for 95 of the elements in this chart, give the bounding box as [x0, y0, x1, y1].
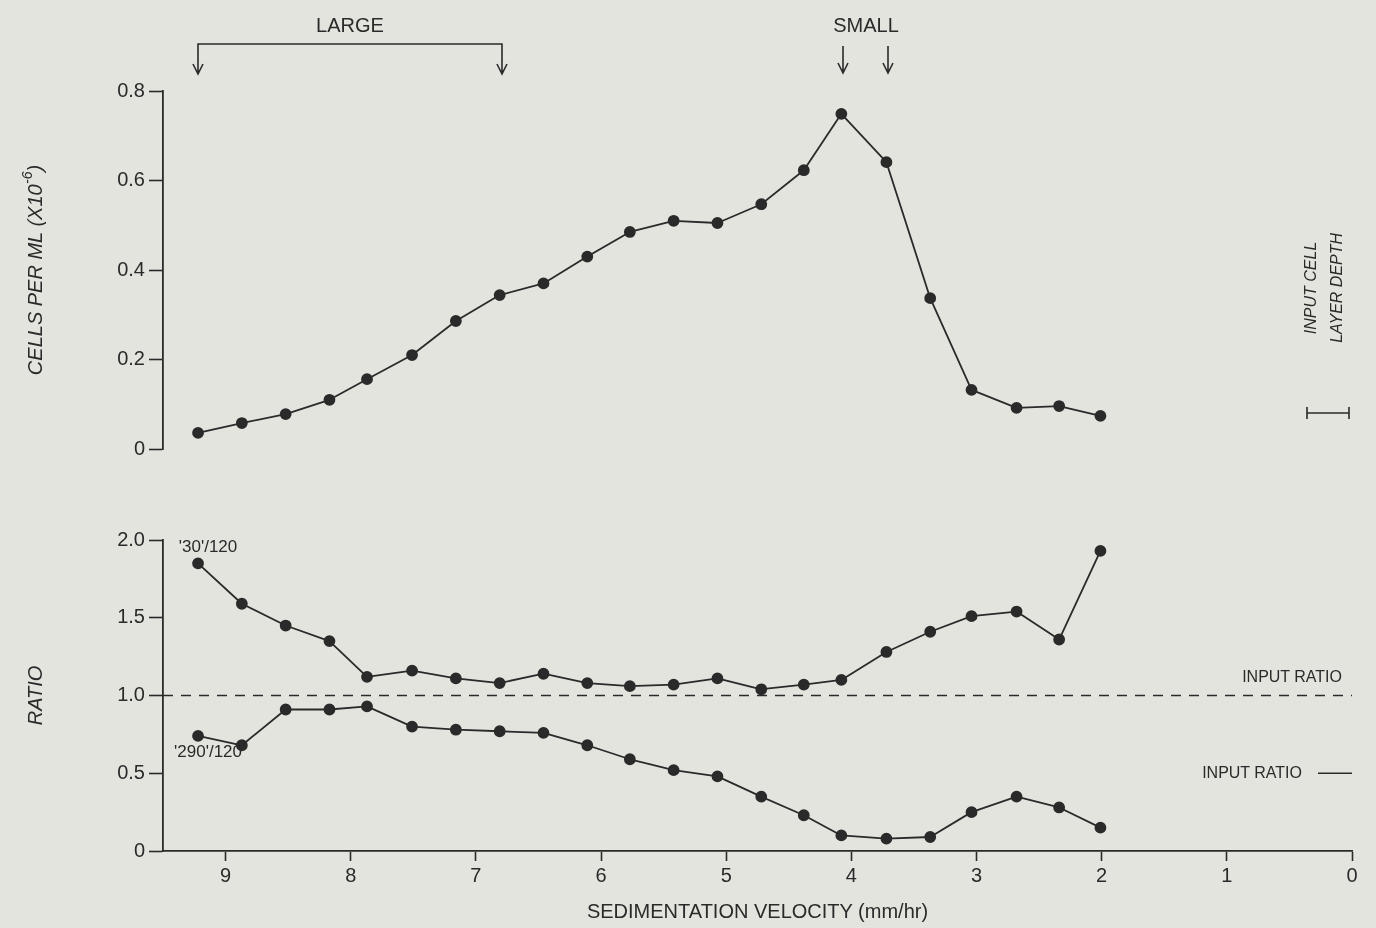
- point: [581, 677, 594, 689]
- y-tick-label: 0.2: [117, 347, 145, 370]
- point: [711, 672, 724, 685]
- series-label: '30'/120: [178, 536, 238, 556]
- point: [235, 417, 248, 429]
- point: [1094, 544, 1107, 557]
- point: [1053, 801, 1066, 814]
- point: [323, 393, 336, 406]
- point: [755, 790, 768, 803]
- point: [965, 384, 978, 396]
- y-axis-title: CELLS PER ML (X10-6): [18, 164, 46, 376]
- point: [755, 198, 768, 211]
- point: [192, 557, 204, 570]
- x-tick-label: 3: [970, 863, 983, 886]
- point: [924, 292, 937, 305]
- x-tick-label: 8: [345, 863, 357, 886]
- point: [323, 703, 336, 716]
- y-tick-label: 0.8: [117, 78, 145, 101]
- point: [449, 723, 462, 736]
- point: [1094, 409, 1107, 422]
- point: [667, 764, 680, 777]
- point: [279, 619, 292, 632]
- point: [537, 667, 550, 680]
- point: [493, 725, 506, 738]
- point: [493, 289, 506, 301]
- point: [406, 664, 418, 677]
- ref-line-label: INPUT RATIO: [1242, 667, 1342, 685]
- point: [835, 107, 848, 120]
- x-tick-label: 5: [720, 863, 732, 886]
- point: [1010, 605, 1023, 618]
- point: [1094, 821, 1107, 834]
- x-tick-label: 2: [1096, 863, 1108, 886]
- point: [361, 373, 373, 386]
- point: [711, 217, 724, 229]
- point: [880, 156, 893, 169]
- text: LARGE: [316, 14, 384, 36]
- annotation: INPUT CELL LAYER DEPTH: [1302, 232, 1346, 343]
- text: SMALL: [833, 14, 899, 36]
- x-axis-title: SEDIMENTATION VELOCITY (mm/hr): [586, 899, 929, 922]
- point: [797, 164, 810, 177]
- point: [192, 426, 204, 439]
- point: [1053, 400, 1066, 412]
- y-tick-label: 1.0: [117, 683, 145, 706]
- point: [279, 703, 292, 716]
- point: [835, 829, 848, 842]
- x-tick-label: 6: [595, 863, 607, 886]
- y-tick-label: 0: [133, 838, 145, 861]
- y-tick-label: 2.0: [117, 527, 145, 550]
- point: [835, 674, 848, 686]
- point: [965, 806, 978, 819]
- point: [323, 635, 336, 647]
- annotation: INPUT RATIO: [1202, 763, 1302, 781]
- x-tick-label: 4: [845, 863, 857, 886]
- point: [880, 832, 893, 845]
- point: [279, 408, 292, 420]
- point: [965, 610, 978, 623]
- point: [235, 597, 248, 610]
- series-label: '290'/120: [174, 742, 243, 762]
- point: [1010, 401, 1023, 414]
- y-tick-label: 1.5: [117, 605, 145, 628]
- point: [537, 726, 550, 739]
- point: [924, 831, 937, 843]
- point: [449, 672, 462, 685]
- x-tick-label: 7: [470, 863, 482, 886]
- y-axis-title: RATIO: [23, 665, 46, 726]
- y-tick-label: 0.5: [117, 760, 145, 783]
- point: [880, 646, 893, 658]
- point: [1010, 790, 1023, 803]
- point: [623, 680, 636, 693]
- point: [797, 678, 810, 691]
- point: [192, 730, 204, 742]
- point: [623, 753, 636, 766]
- point: [406, 720, 418, 733]
- point: [667, 678, 680, 691]
- point: [361, 670, 373, 683]
- point: [493, 677, 506, 689]
- x-tick-label: 9: [220, 863, 232, 886]
- point: [581, 739, 594, 752]
- x-tick-label: 1: [1221, 863, 1233, 886]
- point: [667, 214, 680, 227]
- x-tick-label: 0: [1346, 863, 1358, 886]
- point: [449, 315, 462, 327]
- point: [711, 770, 724, 783]
- y-tick-label: 0: [133, 436, 145, 459]
- point: [406, 349, 418, 361]
- point: [537, 277, 550, 290]
- point: [1053, 633, 1066, 646]
- y-tick-label: 0.6: [117, 168, 145, 191]
- point: [581, 250, 594, 263]
- point: [755, 683, 768, 696]
- point: [623, 226, 636, 238]
- y-tick-label: 0.4: [117, 257, 145, 280]
- point: [797, 809, 810, 822]
- point: [924, 625, 937, 638]
- point: [361, 700, 373, 713]
